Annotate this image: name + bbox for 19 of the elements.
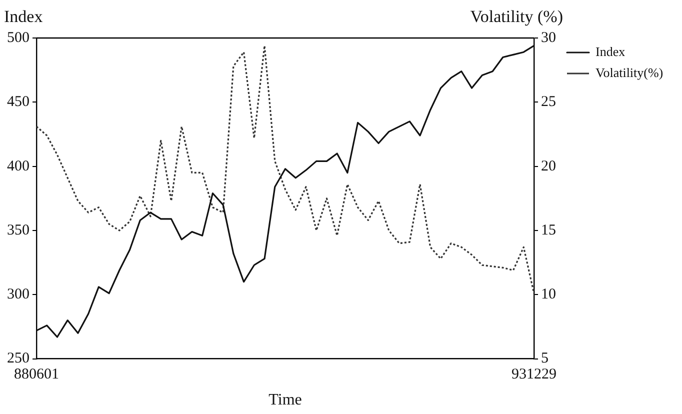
y2-axis-title: Volatility (%) — [470, 6, 563, 26]
legend-label: Volatility(%) — [596, 64, 664, 80]
x-axis-title: Time — [268, 392, 302, 409]
y-tick-label: 450 — [7, 94, 30, 110]
y-axis-title: Index — [4, 6, 44, 26]
legend-label: Index — [596, 44, 626, 59]
y2-tick-label: 15 — [541, 222, 556, 238]
y-tick-label: 500 — [7, 30, 30, 46]
y2-tick-label: 30 — [541, 30, 556, 46]
y2-tick-label: 20 — [541, 158, 556, 174]
y2-tick-label: 10 — [541, 286, 556, 303]
x-tick-label: 931229 — [512, 366, 556, 383]
y-tick-label: 400 — [7, 158, 30, 174]
y-tick-label: 300 — [7, 286, 30, 303]
y2-tick-label: 5 — [541, 350, 548, 367]
y-tick-label: 350 — [7, 222, 30, 238]
y-tick-label: 250 — [7, 350, 30, 367]
x-tick-label: 880601 — [14, 366, 59, 383]
y2-tick-label: 25 — [541, 94, 556, 110]
